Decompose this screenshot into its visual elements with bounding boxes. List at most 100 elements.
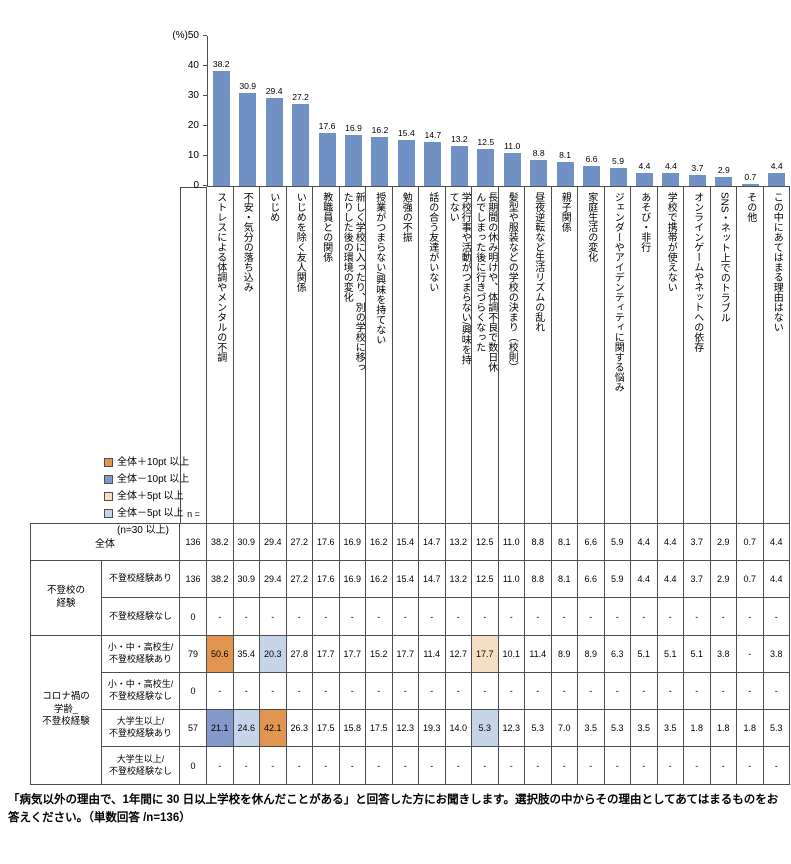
value-cell: -	[578, 673, 605, 709]
category-header-cell: 話の合う友達がいない	[419, 187, 446, 523]
value-cell: 12.5	[472, 561, 499, 597]
bar	[688, 174, 706, 186]
value-cell: 13.2	[446, 561, 472, 597]
value-cell: 3.5	[658, 710, 684, 746]
value-cell: 42.1	[260, 710, 287, 746]
value-cell: 3.5	[631, 710, 658, 746]
value-cell: -	[499, 673, 525, 709]
value-cell: -	[552, 598, 578, 635]
value-cell: -	[764, 673, 790, 709]
legend-swatch	[104, 458, 113, 467]
bar-value-label: 13.2	[450, 134, 468, 145]
table-row: 不登校経験なし 0- - - - - - - - - - - - - - - - - - - - - -	[102, 598, 790, 635]
value-cell: 3.8	[764, 636, 790, 672]
category-header-cell: 昼夜逆転など生活リズムの乱れ	[525, 187, 552, 523]
subgroup-label-cell: 大学生以上/ 不登校経験あり	[102, 710, 180, 746]
value-cell: 50.6	[207, 636, 234, 672]
n-header-cell: n =	[180, 187, 207, 523]
value-cell: -	[605, 673, 631, 709]
value-cell: 17.5	[366, 710, 393, 746]
value-cell: 10.1	[499, 636, 525, 672]
value-cell: -	[446, 598, 472, 635]
bar	[212, 71, 230, 186]
value-cell: 5.3	[472, 710, 499, 746]
value-cell: 17.7	[472, 636, 499, 672]
legend-item-label: 全体－10pt 以上	[117, 474, 190, 485]
category-label: 勉強の不振	[400, 192, 412, 242]
value-cell: 29.4	[260, 524, 287, 560]
value-cell: -	[207, 598, 234, 635]
value-cell: 30.9	[234, 561, 260, 597]
value-cell: -	[658, 673, 684, 709]
table-row: 大学生以上/ 不登校経験あり 57 21.1 24.6 42.1 26.3 17.5 15.8…	[102, 710, 790, 747]
value-cell: 5.3	[764, 710, 790, 746]
value-cell: 16.9	[340, 561, 366, 597]
bar-value-label: 16.9	[345, 123, 362, 134]
bar-column: 16.9	[340, 36, 366, 186]
bar	[741, 183, 759, 186]
bar	[424, 141, 442, 186]
value-cell: 29.4	[260, 561, 287, 597]
subgroup-label-cell: 小・中・高校生/ 不登校経験なし	[102, 673, 180, 709]
value-cell: -	[605, 598, 631, 635]
value-cell: -	[340, 747, 366, 784]
table-body: 全体 136 38.2 30.9 29.4 27.2 17.6 16.9 16.2 15.4 14.…	[30, 524, 790, 785]
bar-value-label: 11.0	[504, 141, 521, 151]
table-header-row: n = ストレスによる体調やメンタルの不調 不安・気分の落ち込み いじめ いじめを除く…	[30, 187, 790, 524]
bar	[397, 139, 415, 186]
category-header-cell: 親子関係	[552, 187, 578, 523]
table-row: 大学生以上/ 不登校経験なし 0- - - - - - - - - - - - - - - - - - - - - -	[102, 747, 790, 784]
bar-column: 13.2	[446, 36, 472, 186]
category-header-cell: いじめ	[260, 187, 287, 523]
value-cell: 12.5	[472, 524, 499, 560]
bar-column: 6.6	[578, 36, 604, 186]
bar-value-label: 2.9	[717, 165, 730, 176]
category-label: 長期間の休み明けや、体調不良で数日休 んでしまった後に行きづらくなった	[473, 192, 497, 372]
value-cell: 5.1	[684, 636, 711, 672]
category-label: 授業がつまらない/興味を持てない	[373, 192, 385, 345]
bar	[371, 137, 389, 186]
value-cell: 6.6	[578, 561, 605, 597]
table-row: 不登校経験あり 136 38.2 30.9 29.4 27.2 17.6 16.9 16.2 15…	[102, 561, 790, 598]
value-cell: 35.4	[234, 636, 260, 672]
subgroup-label-cell: 不登校経験なし	[102, 598, 180, 635]
value-cell: -	[684, 598, 711, 635]
value-cell: 13.2	[446, 524, 472, 560]
value-cell: 17.6	[313, 561, 340, 597]
group-label-cell: コロナ禍の 学齢_ 不登校経験	[30, 636, 102, 784]
category-header-cell: 長期間の休み明けや、体調不良で数日休 んでしまった後に行きづらくなった	[472, 187, 499, 523]
category-label: 不安・気分の落ち込み	[241, 192, 253, 292]
y-axis-tick	[203, 185, 207, 186]
bar-value-label: 30.9	[239, 81, 257, 92]
value-cell: 8.8	[525, 561, 552, 597]
bar-value-label: 6.6	[585, 154, 598, 165]
value-cell: -	[631, 747, 658, 784]
bar-column: 4.4	[764, 36, 790, 186]
category-label: 新しく学校に入ったり、別の学校に移っ たりした後の環境の変化	[341, 192, 365, 372]
value-cell: 26.3	[287, 710, 313, 746]
y-axis: 0 10 20 30 40 (%)50	[0, 30, 207, 191]
bar-column: 29.4	[261, 36, 287, 186]
value-cell: 27.2	[287, 561, 313, 597]
value-cell: -	[260, 673, 287, 709]
value-cell: -	[684, 747, 711, 784]
value-cell: 17.7	[393, 636, 419, 672]
value-cell: 5.9	[605, 524, 631, 560]
y-axis-tick-label: 0	[193, 180, 199, 191]
y-axis-tick	[203, 65, 207, 66]
value-cell: 3.5	[578, 710, 605, 746]
value-cell: -	[393, 747, 419, 784]
category-header-row: ストレスによる体調やメンタルの不調 不安・気分の落ち込み いじめ いじめを除く友人関係…	[207, 187, 790, 523]
value-cell: -	[711, 747, 737, 784]
value-cell: -	[764, 598, 790, 635]
bar	[635, 172, 653, 186]
n-cell: 57	[180, 710, 207, 746]
bar-column: 30.9	[234, 36, 260, 186]
legend-swatch	[104, 492, 113, 501]
category-label: 親子関係	[559, 192, 571, 232]
category-label: ストレスによる体調やメンタルの不調	[214, 192, 226, 362]
bar-column: 2.9	[711, 36, 737, 186]
bar-value-label: 0.7	[744, 171, 757, 182]
n-cell: 79	[180, 636, 207, 672]
bar-value-label: 8.1	[559, 149, 572, 160]
